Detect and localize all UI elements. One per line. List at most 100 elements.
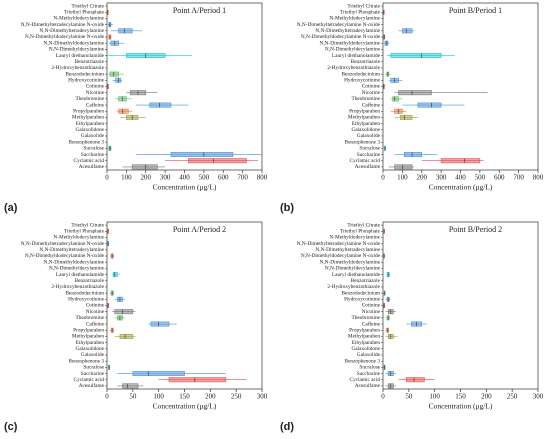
category-label: Theobromine (75, 96, 104, 102)
category-label: Saccharine (81, 371, 105, 377)
category-label: Ethylparaben (76, 340, 105, 346)
category-label: N,N-Dimethyldodecylamine N-oxide (25, 34, 105, 40)
category-label: Saccharine (81, 152, 105, 158)
x-tick-label: 250 (231, 393, 242, 401)
category-label: Nicotine (86, 309, 105, 315)
category-label: Galaxolide (81, 133, 105, 139)
category-label: 2-Hydroxybenzothiazole (327, 284, 380, 290)
category-label: Propylparaben (349, 327, 380, 333)
category-label: Caffeine (362, 101, 381, 108)
category-label: Saccharine (357, 152, 381, 158)
category-label: Benzododecinium (341, 71, 380, 77)
category-label: Benzododecinium (65, 290, 104, 296)
category-label: Propylparaben (349, 108, 380, 114)
category-label: Cotinine (362, 303, 381, 309)
category-label: N,N-Dimethyldodecylamine N-oxide (301, 253, 381, 259)
category-label: N,N-Dimethyltetradecylamine N-oxide (21, 22, 105, 28)
x-tick-label: 400 (455, 174, 466, 182)
category-label: Ethylparaben (352, 340, 381, 346)
category-label: N,N-Dimethyltetradecylamine N-oxide (21, 241, 105, 247)
category-label: Galaxolide (357, 133, 381, 139)
category-label: Sucralose (359, 365, 380, 371)
box (404, 152, 423, 158)
x-tick-label: 200 (481, 393, 492, 401)
x-tick-label: 200 (205, 393, 216, 401)
category-label: Theobromine (351, 96, 380, 102)
category-label: Galaxolide (357, 352, 381, 358)
box (168, 377, 227, 383)
box (109, 71, 119, 77)
box (132, 371, 185, 377)
category-label: Cyclamic acid (74, 158, 105, 164)
x-tick-label: 700 (237, 174, 248, 182)
box (149, 102, 172, 108)
box (118, 28, 133, 34)
category-label: Benzotriazole (75, 59, 105, 65)
category-label: N,N-Dimethyldodecylamine (44, 259, 105, 265)
category-label: Galaxolidone (75, 346, 104, 352)
category-label: N,N-Dimethyltetradecylamine N-oxide (297, 241, 381, 247)
box (394, 164, 413, 170)
x-tick-label: 300 (257, 393, 268, 401)
chart-title: Point A/Period 2 (173, 225, 226, 234)
category-label: Caffeine (86, 320, 105, 327)
x-tick-label: 100 (429, 393, 440, 401)
category-label: Hydroxycotinine (344, 297, 381, 303)
x-tick-label: 200 (417, 174, 428, 182)
category-label: Propylparaben (73, 327, 104, 333)
x-tick-label: 300 (533, 393, 544, 401)
category-label: Benzotriazole (351, 278, 381, 284)
x-tick-label: 700 (513, 174, 524, 182)
box (188, 158, 247, 164)
category-label: Sucralose (83, 365, 104, 371)
category-label: Lauryl diethanolamide (332, 53, 381, 59)
category-label: Cyclamic acid (350, 377, 381, 383)
category-label: Triethyl Phosphate (64, 9, 105, 15)
chart-title: Point B/Period 1 (449, 6, 502, 15)
x-tick-label: 250 (507, 393, 518, 401)
category-label: Triethyl Phosphate (340, 228, 381, 234)
x-tick-label: 800 (533, 174, 544, 182)
x-tick-label: 50 (129, 393, 137, 401)
category-label: Triethyl Citrate (347, 3, 380, 9)
category-label: N,N-Dimethyldecylamine (325, 47, 381, 53)
category-label: Methylparaben (72, 334, 104, 340)
x-tick-label: 50 (405, 393, 413, 401)
category-label: Theobromine (351, 315, 380, 321)
panel-label: (b) (280, 202, 294, 214)
category-label: Cotinine (86, 84, 105, 90)
category-label: Benzododecinium (341, 290, 380, 296)
category-label: N,N-Dimethyltetradecylamine N-oxide (297, 22, 381, 28)
category-label: N-Methyldodecylamine (53, 16, 104, 22)
category-label: 2-Hydroxybenzothiazole (51, 65, 104, 71)
x-tick-label: 400 (179, 174, 190, 182)
box (170, 152, 234, 158)
plot-frame (106, 221, 263, 390)
box (405, 377, 425, 383)
category-label: N,N-Dimethyltetradecylamine (39, 247, 104, 253)
category-label: Methylparaben (72, 115, 104, 121)
category-label: Triethyl Phosphate (340, 9, 381, 15)
category-label: Benzododecinium (65, 71, 104, 77)
x-tick-label: 0 (105, 393, 109, 401)
category-label: Triethyl Phosphate (64, 228, 105, 234)
category-label: Sucralose (83, 146, 104, 152)
category-label: Benzotriazole (75, 278, 105, 284)
category-label: Ethylparaben (352, 121, 381, 127)
category-label: Benzophenone 3 (69, 139, 105, 145)
category-label: Triethyl Citrate (71, 222, 104, 228)
plot-frame (106, 2, 263, 171)
x-tick-label: 500 (475, 174, 486, 182)
category-label: Ethylparaben (76, 121, 105, 127)
category-label: Triethyl Citrate (71, 3, 104, 9)
category-label: Acesulfame (79, 382, 105, 389)
box (122, 383, 139, 389)
box (392, 96, 399, 102)
category-label: Acesulfame (355, 163, 381, 170)
plot-frame (382, 221, 539, 390)
category-label: Hydroxycotinine (68, 78, 105, 84)
x-tick-label: 150 (455, 393, 466, 401)
panel-label: (d) (280, 421, 294, 433)
box (400, 114, 413, 120)
box (384, 40, 389, 46)
